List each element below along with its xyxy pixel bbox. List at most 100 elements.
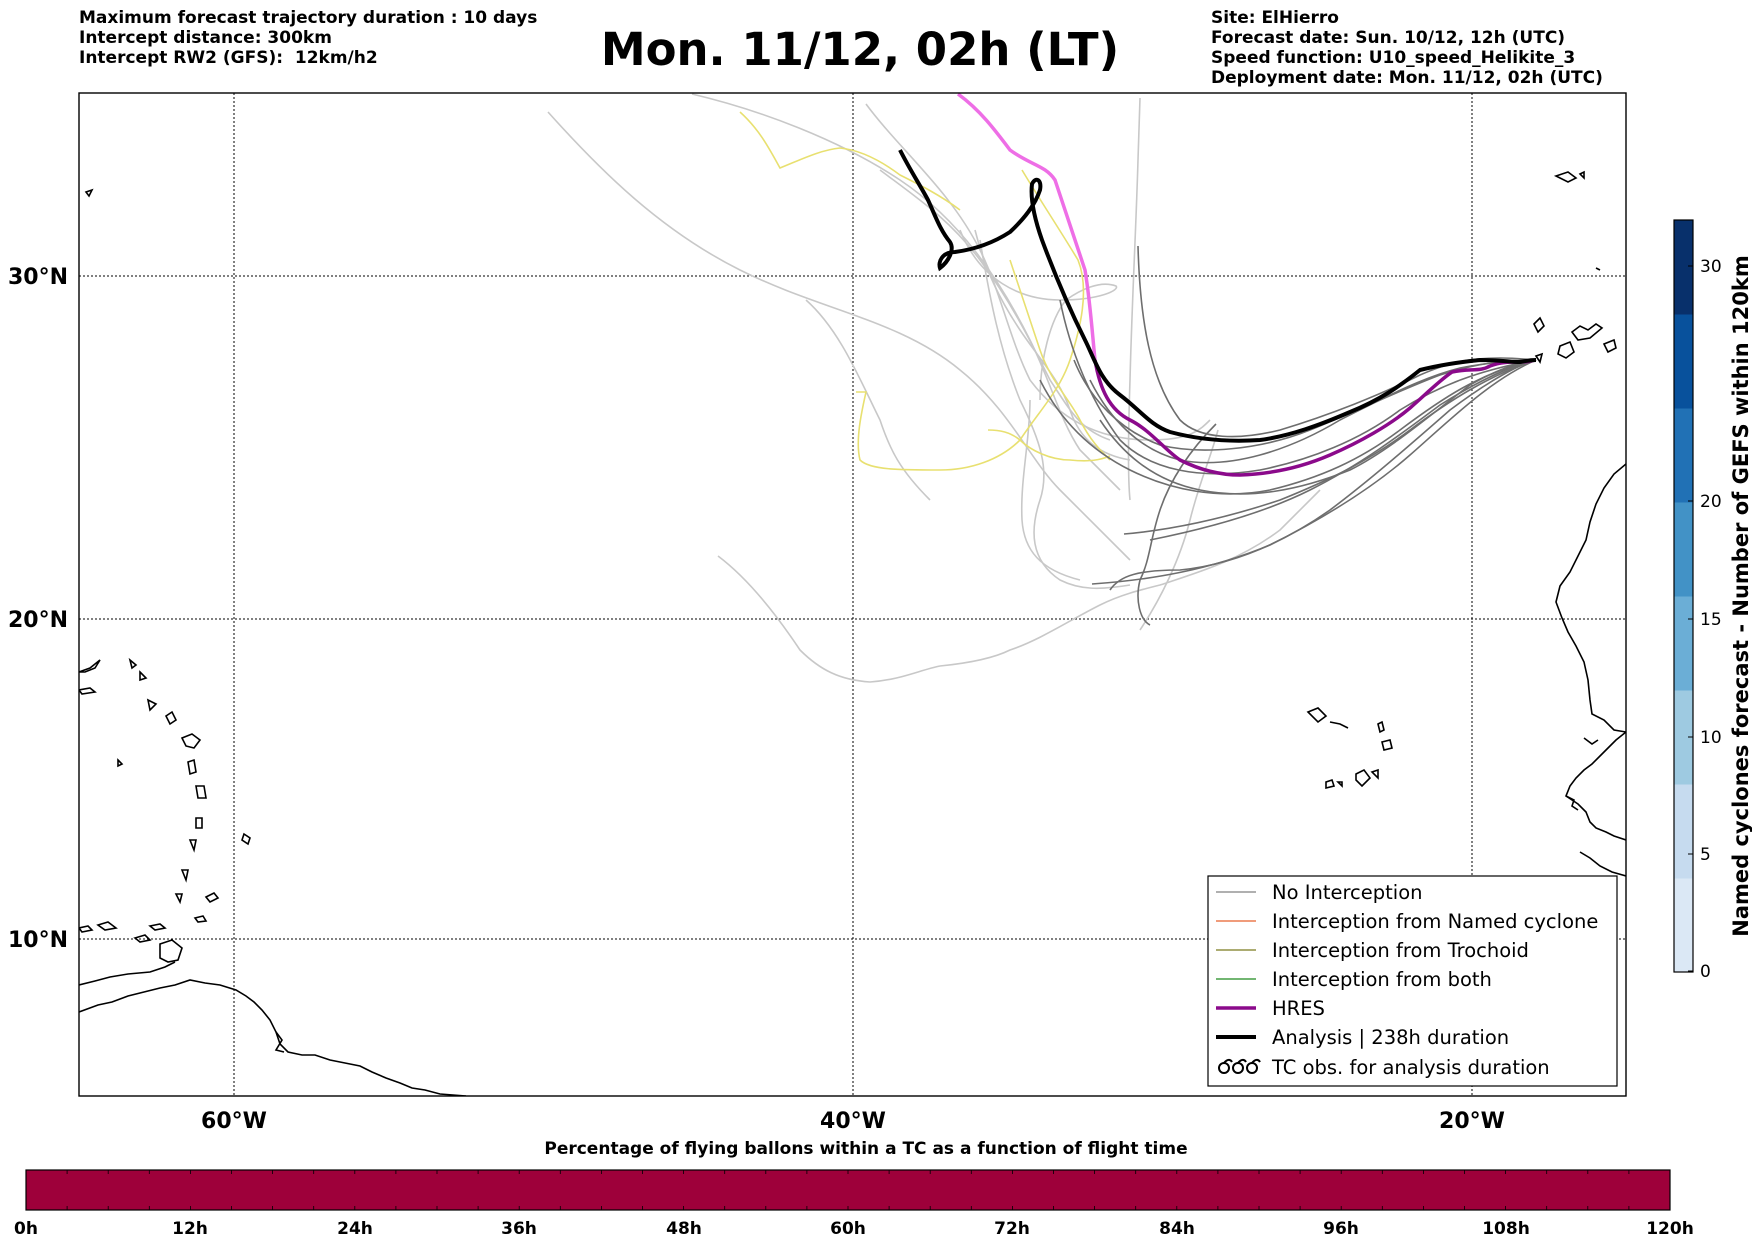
coast-bermuda: [84, 188, 94, 198]
legend-label: TC obs. for analysis duration: [1271, 1056, 1550, 1079]
coast-curacao: [79, 925, 94, 933]
coast-canary-fuerteventura: [1570, 323, 1604, 341]
percent-bar-tick-label: 60h: [830, 1219, 866, 1239]
coast-canary-el-hierro: [1534, 352, 1544, 364]
legend-label: Analysis | 238h duration: [1272, 1026, 1509, 1049]
coast-paria: [79, 961, 176, 986]
coast-canary-gran-canaria: [1557, 340, 1575, 359]
coast-abc-islands: [96, 921, 118, 931]
legend-item-named-cyclone: Interception from Named cyclone: [1216, 910, 1598, 933]
coast-africa-west: [1555, 463, 1626, 733]
cyclone-symbols-icon: [1218, 1058, 1261, 1074]
trajectories: [547, 93, 1537, 683]
ensemble-track: [1149, 359, 1537, 541]
colorbar-cell: [1674, 314, 1693, 409]
lon-label-20w: 20°W: [1439, 1109, 1505, 1134]
run-info-left: Maximum forecast trajectory duration : 1…: [79, 8, 537, 68]
colorbar-cell: [1674, 878, 1693, 973]
faded-track: [959, 229, 1118, 401]
coast-africa-bissagos: [1565, 795, 1579, 811]
lon-labels: 60°W 40°W 20°W: [201, 1109, 1505, 1134]
cyclone-count-colorbar: 0 5 10 15 20 30 Named cyclones forecast …: [1673, 219, 1752, 982]
coast-africa-sierra-leone: [1579, 851, 1626, 877]
coast-martinique: [195, 785, 207, 799]
coast-madeira: [1553, 171, 1578, 183]
faded-track: [1020, 399, 1081, 581]
percent-bar-tick-label: 84h: [1159, 1219, 1195, 1239]
coast-cv-maio: [1370, 768, 1379, 780]
tc-percentage-bar: Percentage of flying ballons within a TC…: [14, 1139, 1694, 1239]
colorbar-tick-label: 20: [1700, 492, 1722, 512]
coast-islet: [133, 934, 152, 943]
lat-label-20n: 20°N: [8, 608, 68, 633]
coast-tobago: [193, 915, 208, 923]
colorbar-frame: [1673, 219, 1694, 973]
coast-porto-santo: [1578, 170, 1585, 180]
colorbar-cell: [1674, 596, 1693, 691]
percent-bar-tick-label: 96h: [1323, 1219, 1359, 1239]
speed-function-text: Speed function: U10_speed_Helikite_3: [1211, 48, 1576, 68]
faded-track: [805, 299, 931, 501]
coast-antigua: [164, 710, 178, 726]
coast-cv-santiago: [1355, 768, 1372, 788]
percent-bar-tick-label: 108h: [1482, 1219, 1530, 1239]
lon-label-40w: 40°W: [820, 1109, 886, 1134]
percent-bar-tick-label: 36h: [501, 1219, 537, 1239]
legend-label: Interception from Trochoid: [1272, 939, 1529, 962]
faded-track: [979, 239, 1131, 590]
ensemble-track: [1039, 359, 1537, 495]
colorbar-tick-label: 0: [1700, 962, 1711, 982]
coast-cv-boa-vista: [1381, 739, 1393, 751]
coast-south-america: [79, 979, 467, 1096]
colorbar-ticks: 0 5 10 15 20 30: [1688, 257, 1722, 982]
ensemble-track: [1137, 423, 1217, 626]
ensemble-track: [1137, 245, 1537, 438]
legend-item-no-interception: No Interception: [1216, 881, 1423, 904]
colorbar-cell: [1674, 784, 1693, 879]
percent-bar-title: Percentage of flying ballons within a TC…: [544, 1139, 1187, 1159]
legend-item-trochoid: Interception from Trochoid: [1216, 939, 1529, 962]
colorbar-tick-label: 30: [1700, 257, 1722, 277]
ensemble-track: [1091, 359, 1537, 585]
deployment-date-text: Deployment date: Mon. 11/12, 02h (UTC): [1211, 68, 1603, 88]
coast-st-kitts: [139, 670, 148, 682]
legend-box: [1207, 875, 1618, 1087]
site-text: Site: ElHierro: [1211, 8, 1339, 28]
colorbar-cell: [1674, 220, 1693, 315]
coast-cv-brava: [1336, 781, 1343, 788]
forecast-date-text: Forecast date: Sun. 10/12, 12h (UTC): [1211, 28, 1566, 48]
run-info-right: Site: ElHierro Forecast date: Sun. 10/12…: [1211, 8, 1603, 88]
coast-st-lucia: [195, 817, 203, 829]
coast-grenadines: [180, 869, 189, 883]
colorbar-cells: [1674, 220, 1693, 973]
percent-bar-fill: [26, 1170, 1670, 1210]
coast-st-vincent: [188, 839, 197, 853]
analysis-track: [898, 149, 1537, 443]
coast-barbados: [204, 891, 220, 904]
faded-track: [1139, 429, 1219, 631]
coast-montserrat: [146, 698, 158, 712]
colorbar-cell: [1674, 502, 1693, 597]
coast-cv-santo-antao: [1306, 707, 1328, 724]
coast-cv-sao-vicente: [1329, 721, 1349, 729]
coast-guadeloupe: [180, 733, 202, 749]
max-duration-text: Maximum forecast trajectory duration : 1…: [79, 8, 538, 28]
coastlines: [79, 170, 1626, 1096]
coast-selvagens: [1595, 267, 1601, 271]
legend-item-hres: HRES: [1216, 997, 1325, 1020]
legend-item-both: Interception from both: [1216, 968, 1492, 991]
hres-track-early: [956, 93, 1097, 361]
coast-virgin-islands: [79, 687, 97, 695]
lon-label-60w: 60°W: [201, 1109, 267, 1134]
colorbar-tick-label: 5: [1700, 845, 1711, 865]
yellow-track: [987, 429, 1111, 462]
coast-barbados-east: [241, 832, 251, 846]
coast-canary-lanzarote: [1533, 316, 1545, 334]
percent-bar-tick-label: 0h: [14, 1219, 38, 1239]
hres-track: [1093, 358, 1537, 477]
map-frame: [78, 92, 1627, 1097]
legend-item-tc-obs: TC obs. for analysis duration: [1218, 1056, 1550, 1079]
coast-grenada: [174, 893, 184, 905]
faded-track: [691, 93, 1121, 491]
